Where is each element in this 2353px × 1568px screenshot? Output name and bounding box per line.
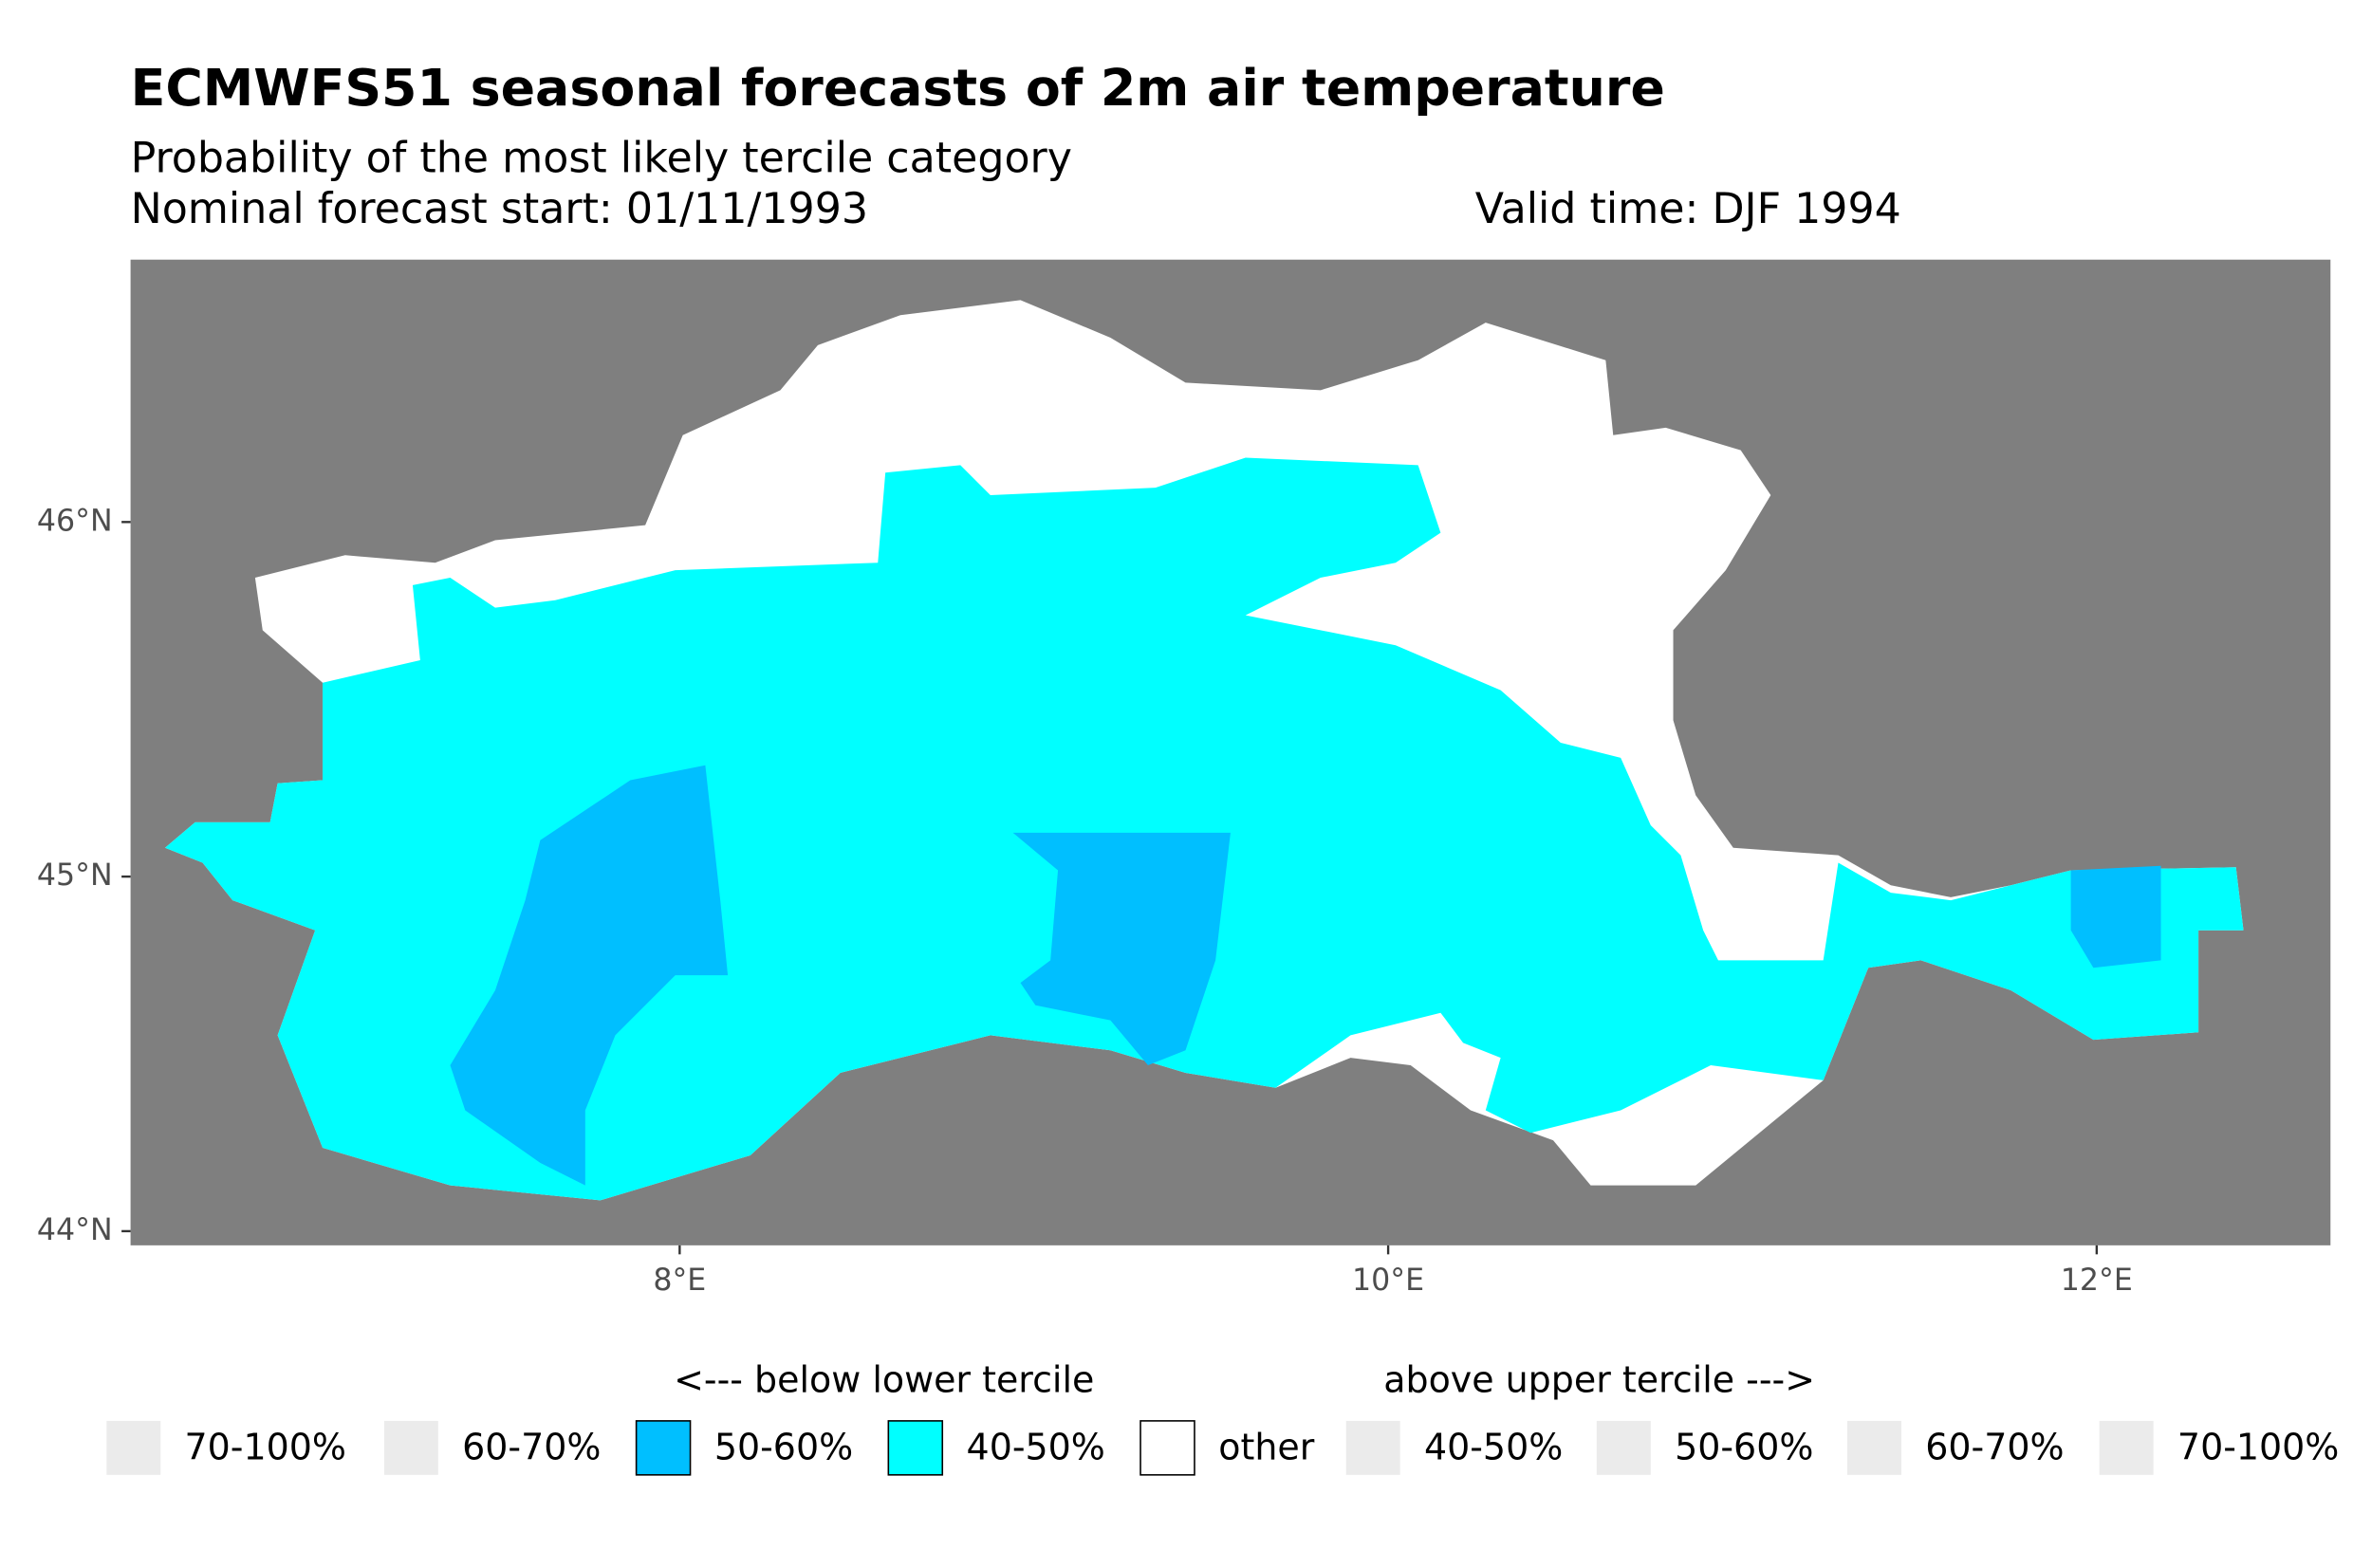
legend-header-below: <--- below lower tercile	[674, 1358, 1094, 1400]
legend-swatch	[2099, 1420, 2154, 1475]
legend-swatch	[1139, 1420, 1195, 1476]
legend-label: 70-100%	[2177, 1426, 2339, 1467]
region-50-60	[450, 765, 729, 1186]
legend-label: 70-100%	[185, 1426, 346, 1467]
x-tick-label: 10°E	[1352, 1264, 1424, 1298]
region-50-60	[1012, 832, 1231, 1066]
y-tick-label: 44°N	[37, 1213, 113, 1247]
legend-label: 40-50%	[967, 1426, 1105, 1467]
forecast-start: Nominal forecast start: 01/11/1993	[131, 185, 868, 233]
y-tick-label: 46°N	[37, 504, 113, 538]
x-tick-label: 12°E	[2061, 1264, 2133, 1298]
legend-label: 50-60%	[1675, 1426, 1813, 1467]
legend-label: 40-50%	[1424, 1426, 1563, 1467]
legend-swatch	[887, 1420, 944, 1476]
legend-swatch	[1846, 1420, 1901, 1475]
x-tick-label: 8°E	[653, 1264, 706, 1298]
legend-swatch	[1596, 1420, 1651, 1475]
legend-swatch	[1345, 1420, 1400, 1475]
subtitle: Probability of the most likely tercile c…	[131, 134, 1072, 182]
region-50-60	[2070, 865, 2161, 968]
y-tick-label: 45°N	[37, 858, 113, 893]
legend-header-above: above upper tercile --->	[1383, 1358, 1815, 1400]
region-40-50	[164, 457, 2244, 1201]
legend-label: other	[1218, 1426, 1314, 1467]
legend-label: 60-70%	[1925, 1426, 2064, 1467]
valid-time: Valid time: DJF 1994	[1475, 185, 1901, 233]
legend-label: 50-60%	[714, 1426, 853, 1467]
legend-swatch	[635, 1420, 692, 1476]
legend-label: 60-70%	[462, 1426, 601, 1467]
chart-title: ECMWFS51 seasonal forecasts of 2m air te…	[131, 58, 1665, 118]
legend-swatch	[106, 1420, 161, 1475]
legend-swatch	[383, 1420, 438, 1475]
